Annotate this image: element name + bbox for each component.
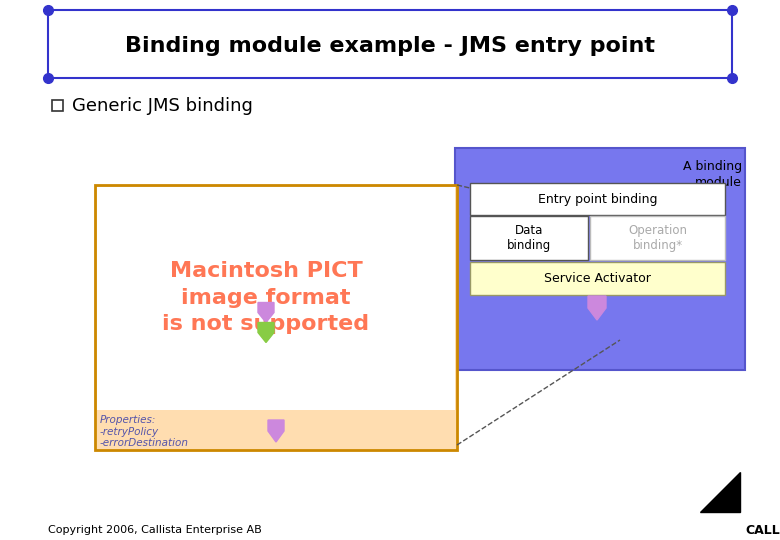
Bar bbox=[470, 216, 588, 260]
Bar bbox=[470, 183, 725, 215]
Bar bbox=[455, 148, 745, 370]
Polygon shape bbox=[258, 322, 274, 342]
Bar bbox=[590, 216, 725, 260]
Text: Operation
binding*: Operation binding* bbox=[628, 224, 687, 252]
Text: Service Activator: Service Activator bbox=[544, 272, 651, 285]
Bar bbox=[95, 185, 457, 450]
Text: Entry point binding: Entry point binding bbox=[537, 192, 658, 206]
Bar bbox=[470, 262, 725, 295]
Polygon shape bbox=[588, 296, 606, 320]
Text: Binding module example - JMS entry point: Binding module example - JMS entry point bbox=[125, 36, 655, 56]
Polygon shape bbox=[258, 302, 274, 322]
Text: Data
binding: Data binding bbox=[507, 224, 551, 252]
Text: Generic JMS binding: Generic JMS binding bbox=[72, 97, 253, 115]
Polygon shape bbox=[268, 420, 284, 442]
Polygon shape bbox=[700, 472, 740, 512]
Text: Properties:
-retryPolicy
-errorDestination: Properties: -retryPolicy -errorDestinati… bbox=[100, 415, 189, 448]
Bar bbox=[48, 10, 732, 78]
Text: CALLISTA: CALLISTA bbox=[745, 523, 780, 537]
Bar bbox=[97, 187, 455, 410]
Text: A binding
module: A binding module bbox=[682, 160, 742, 189]
Text: Macintosh PICT
image format
is not supported: Macintosh PICT image format is not suppo… bbox=[162, 261, 370, 334]
Bar bbox=[52, 100, 63, 111]
Text: Copyright 2006, Callista Enterprise AB: Copyright 2006, Callista Enterprise AB bbox=[48, 525, 262, 535]
